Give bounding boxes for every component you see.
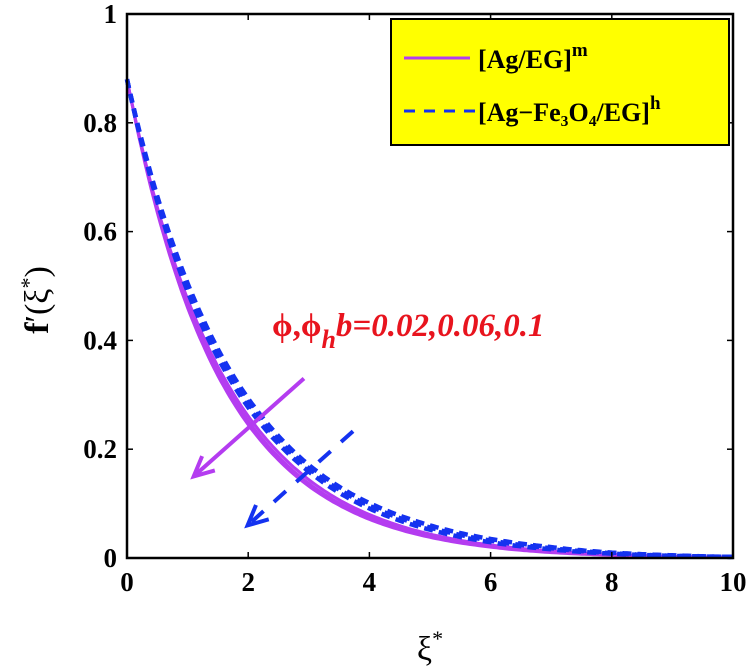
x-tick-label: 10	[720, 567, 747, 597]
parameter-annotation: ϕ,ϕhb=0.02,0.06,0.1	[272, 308, 544, 354]
x-tick-label: 6	[484, 567, 498, 597]
plot-frame	[125, 12, 735, 560]
purple-arrow	[192, 376, 306, 478]
series-line-dashed	[124, 78, 733, 560]
y-tick-label: 0.8	[83, 108, 117, 138]
series-line-solid	[125, 78, 734, 559]
y-tick-label: 0.6	[83, 217, 117, 247]
blue-arrow	[246, 429, 355, 527]
y-tick-label: 0.2	[83, 434, 117, 464]
x-axis-label: ξ*	[417, 626, 443, 668]
y-tick-label: 1	[104, 0, 118, 29]
blue-arrow-head-icon	[244, 504, 270, 529]
legend-label-ag-fe3o4-eg: [Ag−Fe₃O₄/EG]h	[478, 93, 661, 127]
y-tick-label: 0	[104, 543, 118, 573]
legend-label-ag-eg: [Ag/EG]m	[478, 40, 588, 74]
legend: [Ag/EG]m [Ag−Fe₃O₄/EG]h	[390, 18, 730, 146]
x-tick-label: 2	[241, 567, 255, 597]
purple-arrow-head-icon	[190, 455, 216, 480]
y-axis-label: f′(ξ*)	[16, 266, 56, 334]
direction-arrows	[190, 376, 355, 529]
axis-ticks: 0 2 4 6 8 10 0 0.2 0.4 0.6 0.8 1	[83, 0, 746, 597]
legend-box	[390, 18, 730, 146]
x-tick-label: 4	[363, 567, 377, 597]
curves	[124, 78, 734, 560]
x-tick-label: 0	[120, 567, 134, 597]
x-tick-label: 8	[605, 567, 619, 597]
y-tick-label: 0.4	[83, 325, 117, 355]
